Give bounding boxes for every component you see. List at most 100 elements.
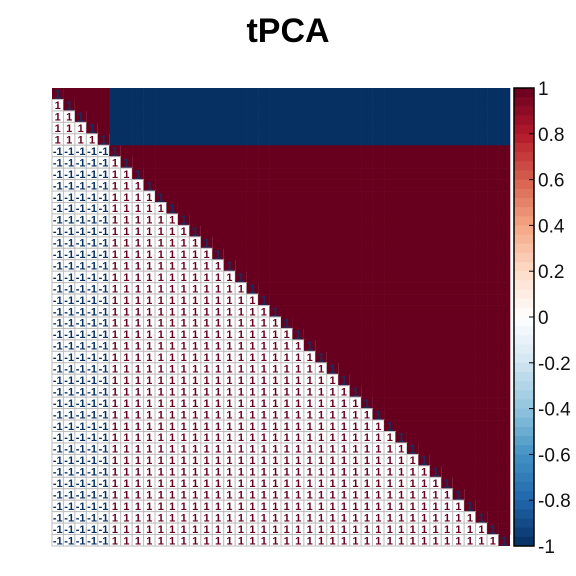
heatmap-cell <box>246 248 259 261</box>
heatmap-cell <box>429 259 442 272</box>
heatmap-cell <box>441 305 454 318</box>
coefficient-label: 1 <box>215 432 221 444</box>
heatmap-cell <box>315 168 328 180</box>
coefficient-label: -1 <box>76 157 86 169</box>
heatmap-cell <box>86 110 99 123</box>
coefficient-label: 1 <box>467 535 473 547</box>
heatmap-cell <box>464 282 476 295</box>
coefficient-label: 1 <box>204 329 210 341</box>
color-legend-step <box>514 527 534 538</box>
coefficient-label: -1 <box>99 318 109 330</box>
heatmap-cell <box>235 225 247 238</box>
coefficient-label: 1 <box>181 501 187 513</box>
heatmap-cell <box>132 88 144 100</box>
heatmap-cell <box>384 248 396 261</box>
heatmap-cell <box>452 248 465 261</box>
coefficient-label: 1 <box>249 295 255 307</box>
coefficient-label: 1 <box>238 306 244 318</box>
coefficient-label: 1 <box>192 524 198 536</box>
heatmap-cell <box>395 88 408 100</box>
heatmap-cell <box>177 133 190 146</box>
coefficient-label: 1 <box>261 398 267 410</box>
heatmap-cell <box>315 213 328 226</box>
coefficient-label: 1 <box>215 386 221 398</box>
heatmap-cell <box>498 351 511 364</box>
coefficient-label: -1 <box>76 524 86 536</box>
color-legend-step <box>514 161 534 171</box>
heatmap-cell <box>303 145 316 157</box>
coefficient-label: 1 <box>204 409 210 421</box>
heatmap-cell <box>475 248 488 261</box>
coefficient-label: 1 <box>364 478 370 490</box>
heatmap-cell <box>361 339 373 352</box>
coefficient-label: 1 <box>146 352 152 364</box>
coefficient-label: -1 <box>87 386 97 398</box>
diagonal-cell <box>349 385 362 398</box>
heatmap-cell <box>155 88 167 100</box>
coefficient-label: 1 <box>341 535 347 547</box>
coefficient-label: -1 <box>76 318 86 330</box>
coefficient-label: 1 <box>112 455 118 467</box>
heatmap-cell <box>326 305 339 318</box>
coefficient-label: -1 <box>64 455 74 467</box>
heatmap-cell <box>177 88 190 100</box>
coefficient-label: 1 <box>112 501 118 513</box>
coefficient-label: -1 <box>76 467 86 479</box>
heatmap-cell <box>498 385 511 398</box>
coefficient-label: -1 <box>87 421 97 433</box>
coefficient-label: 1 <box>284 535 290 547</box>
heatmap-cell <box>338 236 350 249</box>
coefficient-label: -1 <box>53 215 63 227</box>
coefficient-label: 1 <box>249 444 255 456</box>
coefficient-label: 1 <box>112 169 118 181</box>
heatmap-cell <box>97 99 110 112</box>
coefficient-label: 1 <box>112 512 118 524</box>
heatmap-cell <box>223 248 236 261</box>
coefficient-label: 1 <box>272 535 278 547</box>
coefficient-label: -1 <box>64 467 74 479</box>
coefficient-label: 1 <box>261 524 267 536</box>
coefficient-label: -1 <box>53 180 63 192</box>
heatmap-cell <box>406 351 419 364</box>
heatmap-cell <box>406 248 419 261</box>
coefficient-label: -1 <box>53 203 63 215</box>
coefficient-label: 1 <box>123 318 129 330</box>
coefficient-label: 1 <box>112 386 118 398</box>
heatmap-cell <box>281 236 293 249</box>
coefficient-label: 1 <box>146 226 152 238</box>
heatmap-cell <box>338 99 350 112</box>
color-legend-step <box>514 481 534 492</box>
color-legend-step <box>514 390 534 400</box>
heatmap-cell <box>292 99 305 112</box>
coefficient-label: 1 <box>329 432 335 444</box>
heatmap-cell <box>303 110 316 123</box>
coefficient-label: -1 <box>53 226 63 238</box>
heatmap-cell <box>349 248 362 261</box>
coefficient-label: 1 <box>284 375 290 387</box>
heatmap-cell <box>281 156 293 169</box>
coefficient-label: -1 <box>87 180 97 192</box>
coefficient-label: -1 <box>99 398 109 410</box>
coefficient-label: 1 <box>375 444 381 456</box>
coefficient-label: 1 <box>238 535 244 547</box>
coefficient-label: 1 <box>375 432 381 444</box>
heatmap-cell <box>429 282 442 295</box>
heatmap-cell <box>429 374 442 386</box>
heatmap-cell <box>384 397 396 409</box>
heatmap-cell <box>418 385 431 398</box>
coefficient-label: 1 <box>169 215 175 227</box>
coefficient-label: 1 <box>204 352 210 364</box>
coefficient-label: -1 <box>99 467 109 479</box>
heatmap-cell <box>406 225 419 238</box>
heatmap-cell <box>464 328 476 341</box>
heatmap-cell <box>212 133 225 146</box>
heatmap-cell <box>429 191 442 203</box>
coefficient-label: 1 <box>433 489 439 501</box>
coefficient-label: 1 <box>204 501 210 513</box>
heatmap-cell <box>200 179 213 192</box>
heatmap-cell <box>464 408 476 421</box>
coefficient-label: 1 <box>158 283 164 295</box>
diagonal-label: 1 <box>375 407 382 422</box>
coefficient-label: 1 <box>169 535 175 547</box>
coefficient-label: 1 <box>135 192 141 204</box>
